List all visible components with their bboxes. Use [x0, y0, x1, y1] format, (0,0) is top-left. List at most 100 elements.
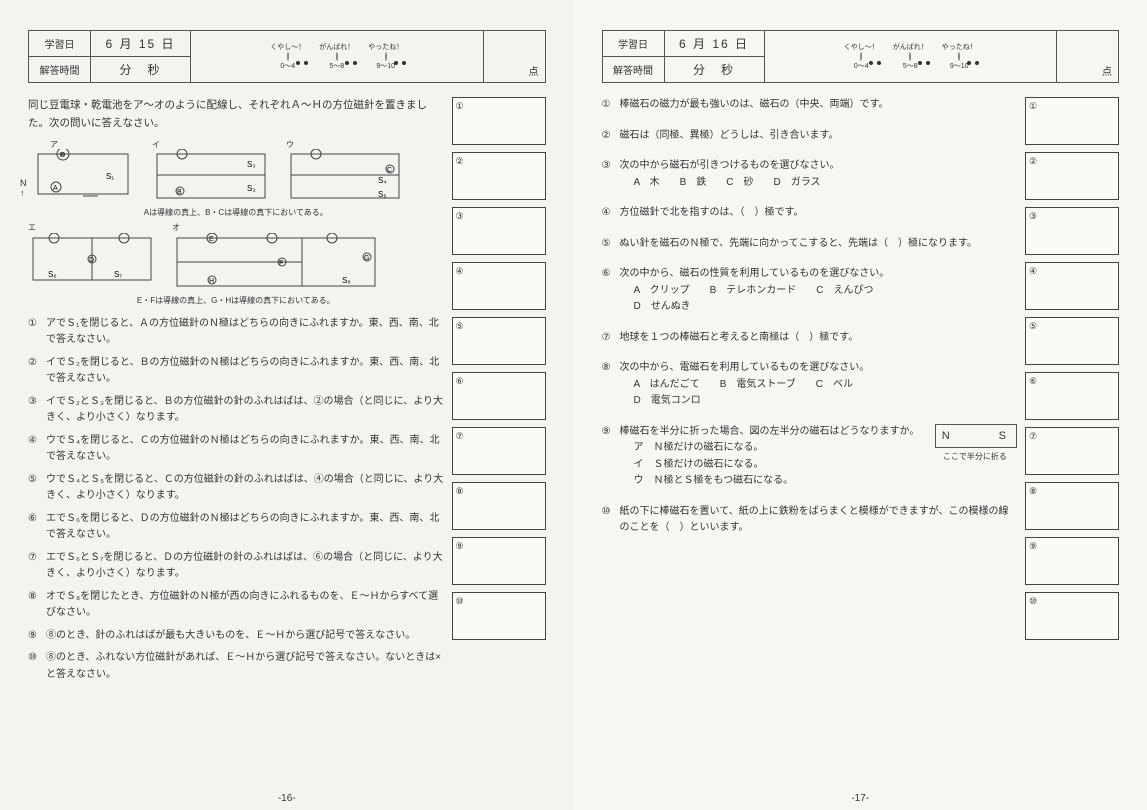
answer-number: ⑨ [1029, 541, 1037, 552]
answer-box[interactable]: ⑩ [1025, 592, 1119, 640]
answer-time-label: 解答時間 [29, 57, 91, 83]
answer-box[interactable]: ④ [1025, 262, 1119, 310]
answer-box[interactable]: ⑨ [452, 537, 546, 585]
answer-number: ⑤ [456, 321, 464, 332]
answer-number: ⑦ [1029, 431, 1037, 442]
question-text: エでＳ₆を閉じると、Ｄの方位磁針のＮ極はどちらの向きにふれますか。東、西、南、北… [46, 511, 444, 544]
answer-number: ④ [456, 266, 464, 277]
answer-box[interactable]: ③ [1025, 207, 1119, 255]
answer-box[interactable]: ⑦ [452, 427, 546, 475]
question: ⑨⑧のとき、針のふれはばが最も大きいものを、Ｅ～Ｈから選び記号で答えなさい。 [28, 628, 444, 645]
question-number: ④ [602, 205, 620, 222]
svg-text:G: G [364, 255, 369, 262]
answer-box[interactable]: ⑨ [1025, 537, 1119, 585]
svg-text:S₄: S₄ [378, 176, 387, 185]
content-left: 同じ豆電球・乾電池をア～オのように配線し、それぞれＡ～Ｈの方位磁針を置きました。… [28, 97, 546, 689]
answer-box[interactable]: ② [452, 152, 546, 200]
question-number: ⑨ [28, 628, 46, 645]
answer-boxes-col: ① ② ③ ④ ⑤ ⑥ ⑦ ⑧ ⑨ ⑩ [1025, 97, 1119, 640]
circuit-a: ア ⊗AS₁ [28, 141, 138, 206]
question: ④方位磁針で北を指すのは、（ ）極です。 [602, 205, 1018, 222]
circuit-diagrams: N↑ ア ⊗AS₁ イ BS₃S₂ ウ CS₄S₅ A [28, 141, 444, 306]
question: ①アでＳ₁を閉じると、Ａの方位磁針のＮ極はどちらの向きにふれますか。東、西、南、… [28, 316, 444, 349]
svg-text:H: H [209, 278, 214, 285]
stamp-face-icon [287, 52, 289, 61]
answer-box[interactable]: ⑩ [452, 592, 546, 640]
question-number: ⑨ [602, 424, 620, 490]
answer-box[interactable]: ⑦ [1025, 427, 1119, 475]
answer-box[interactable]: ⑤ [452, 317, 546, 365]
diagram-note-2: E・Fは導線の真上、G・Hは導線の真下においてある。 [28, 297, 444, 306]
question-options: A 木 B 鉄 C 砂 D ガラス [620, 175, 1018, 192]
question-text: ぬい針を磁石のＮ極で、先端に向かってこすると、先端は（ ）極になります。 [620, 236, 1018, 253]
question: ⑧オでＳ₈を閉じたとき、方位磁針のＮ極が西の向きにふれるものを、Ｅ～Ｈからすべて… [28, 589, 444, 622]
answer-number: ⑧ [456, 486, 464, 497]
svg-text:S₅: S₅ [378, 190, 387, 199]
answer-number: ③ [456, 211, 464, 222]
question-text: イでＳ₂を閉じると、Ｂの方位磁針のＮ極はどちらの向きにふれますか。東、西、南、北… [46, 355, 444, 388]
questions-col: ①棒磁石の磁力が最も強いのは、磁石の（中央、両端）です。②磁石は（同極、異極）ど… [602, 97, 1026, 640]
answer-box[interactable]: ① [1025, 97, 1119, 145]
answer-boxes-col: ① ② ③ ④ ⑤ ⑥ ⑦ ⑧ ⑨ ⑩ [452, 97, 546, 689]
question-text: イでＳ₂とＳ₃を閉じると、Ｂの方位磁針の針のふれはばは、②の場合（と同じに、より… [46, 394, 444, 427]
question-text: エでＳ₆とＳ₇を閉じると、Ｄの方位磁針の針のふれはばは、⑥の場合（と同じに、より… [46, 550, 444, 583]
question-text: ⑧のとき、針のふれはばが最も大きいものを、Ｅ～Ｈから選び記号で答えなさい。 [46, 628, 444, 645]
question-text: 紙の下に棒磁石を置いて、紙の上に鉄粉をばらまくと模様ができますが、この模様の線の… [620, 504, 1018, 537]
svg-text:S₂: S₂ [247, 184, 255, 193]
question: ⑦エでＳ₆とＳ₇を閉じると、Ｄの方位磁針の針のふれはばは、⑥の場合（と同じに、よ… [28, 550, 444, 583]
question: ⑧次の中から、電磁石を利用しているものを選びなさい。A はんだごて B 電気スト… [602, 360, 1018, 410]
question-number: ① [602, 97, 620, 114]
study-date-label: 学習日 [29, 31, 91, 57]
question: ⑩⑧のとき、ふれない方位磁針があれば、Ｅ～Ｈから選び記号で答えなさい。ないときは… [28, 650, 444, 683]
question-number: ⑦ [28, 550, 46, 583]
answer-box[interactable]: ⑤ [1025, 317, 1119, 365]
answer-number: ⑨ [456, 541, 464, 552]
answer-box[interactable]: ③ [452, 207, 546, 255]
question-number: ⑧ [28, 589, 46, 622]
page-number: -16- [278, 793, 296, 804]
answer-box[interactable]: ⑥ [1025, 372, 1119, 420]
answer-number: ⑥ [1029, 376, 1037, 387]
svg-text:S₇: S₇ [114, 270, 122, 279]
answer-box[interactable]: ⑥ [452, 372, 546, 420]
answer-box[interactable]: ⑧ [1025, 482, 1119, 530]
question-text: 磁石は（同極、異極）どうしは、引き合います。 [620, 128, 1018, 145]
stamp-face-icon [860, 52, 862, 61]
question-text: オでＳ₈を閉じたとき、方位磁針のＮ極が西の向きにふれるものを、Ｅ～Ｈからすべて選… [46, 589, 444, 622]
page-number: -17- [851, 793, 869, 804]
circuit-o: オ EFGHS₈ [172, 224, 382, 293]
question: ⑦地球を１つの棒磁石と考えると南極は（ ）極です。 [602, 330, 1018, 347]
svg-text:C: C [387, 167, 392, 174]
question-number: ⑦ [602, 330, 620, 347]
question-text: N Sここで半分に折る棒磁石を半分に折った場合、図の左半分の磁石はどうなりますか… [620, 424, 1018, 490]
question-number: ⑥ [28, 511, 46, 544]
answer-box[interactable]: ⑧ [452, 482, 546, 530]
answer-number: ⑦ [456, 431, 464, 442]
question-text: アでＳ₁を閉じると、Ａの方位磁針のＮ極はどちらの向きにふれますか。東、西、南、北… [46, 316, 444, 349]
intro-text: 同じ豆電球・乾電池をア～オのように配線し、それぞれＡ～Ｈの方位磁針を置きました。… [28, 97, 444, 133]
svg-text:E: E [209, 236, 214, 243]
answer-box[interactable]: ④ [452, 262, 546, 310]
header-table-left: 学習日 6 月 15 日 くやし～！0～4 がんばれ！5～8 やったね！9～10… [28, 30, 546, 83]
svg-text:S₆: S₆ [48, 270, 57, 279]
question: ③次の中から磁石が引きつけるものを選びなさい。A 木 B 鉄 C 砂 D ガラス [602, 158, 1018, 191]
svg-text:D: D [89, 257, 94, 264]
question-number: ⑤ [28, 472, 46, 505]
svg-text:S₃: S₃ [247, 160, 256, 169]
questions-col: 同じ豆電球・乾電池をア～オのように配線し、それぞれＡ～Ｈの方位磁針を置きました。… [28, 97, 452, 689]
question-number: ⑥ [602, 266, 620, 316]
stamp-face-icon [385, 52, 387, 61]
svg-text:B: B [177, 189, 182, 196]
question: ②イでＳ₂を閉じると、Ｂの方位磁針のＮ極はどちらの向きにふれますか。東、西、南、… [28, 355, 444, 388]
svg-text:A: A [53, 185, 58, 192]
question-number: ④ [28, 433, 46, 466]
question: ③イでＳ₂とＳ₃を閉じると、Ｂの方位磁針の針のふれはばは、②の場合（と同じに、よ… [28, 394, 444, 427]
svg-text:S₈: S₈ [342, 276, 351, 285]
answer-number: ④ [1029, 266, 1037, 277]
answer-box[interactable]: ② [1025, 152, 1119, 200]
answer-box[interactable]: ① [452, 97, 546, 145]
page-16: 学習日 6 月 15 日 くやし～！0～4 がんばれ！5～8 やったね！9～10… [0, 0, 574, 810]
question-number: ⑩ [28, 650, 46, 683]
question-number: ① [28, 316, 46, 349]
question-text: 次の中から磁石が引きつけるものを選びなさい。A 木 B 鉄 C 砂 D ガラス [620, 158, 1018, 191]
